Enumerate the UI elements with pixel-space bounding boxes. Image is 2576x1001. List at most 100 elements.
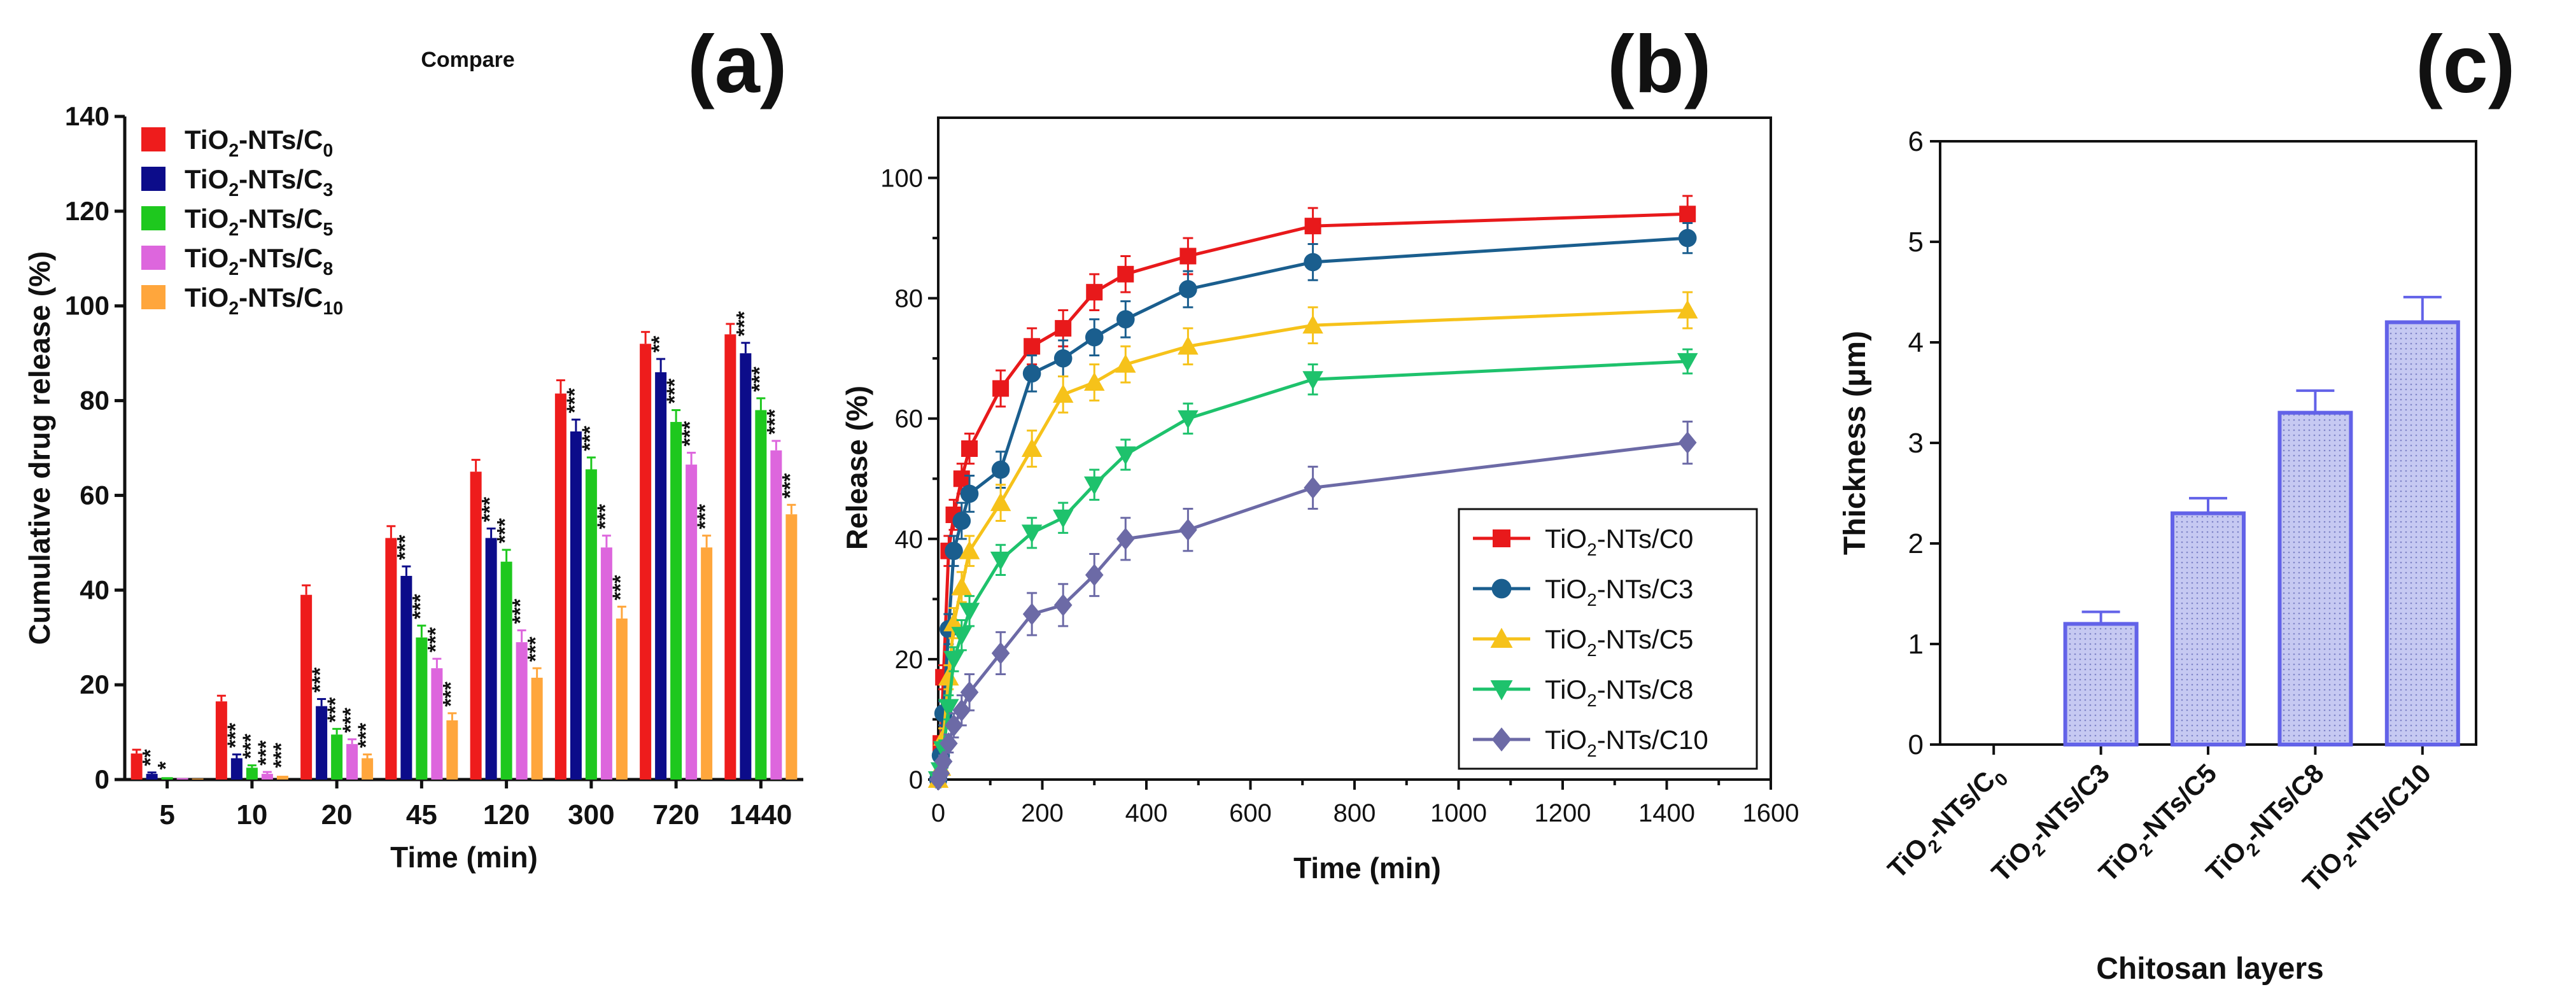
b-marker-square [1304,218,1321,235]
b-x-axis-label: Time (min) [1293,851,1441,885]
a-x-tick-label: 45 [406,799,437,830]
b-marker-triangle-up [1302,314,1323,334]
a-legend-entry-label-sub2: 3 [323,180,333,200]
a-y-tick-label: 20 [80,669,109,699]
a-legend-swatch [141,285,165,309]
b-marker-triangle-down [990,551,1011,571]
b-legend-label: TiO2-NTs/C10 [1545,725,1708,760]
c-bar [2171,511,2246,746]
a-bar [261,774,273,780]
b-marker-circle [1179,280,1197,298]
c-x-tick-label-main: TiO [1986,835,2038,887]
c-y-tick-label: 5 [1908,227,1924,258]
a-significance-mark: *** [693,503,717,529]
a-legend-entry-label-main: TiO [185,283,229,312]
a-legend-swatch [141,167,165,191]
a-significance-mark: *** [609,575,633,600]
a-significance-mark: *** [524,636,548,662]
b-legend-label-sub: 2 [1587,590,1597,610]
a-y-tick-label: 40 [80,575,109,605]
a-bar [470,472,482,780]
a-bar [446,720,458,780]
c-y-tick-label: 2 [1908,528,1924,559]
a-significance-mark: *** [747,366,771,391]
b-marker-triangle-down [959,603,980,622]
a-bar [686,465,698,780]
c-x-tick-label-mid: -NTs/C3 [2024,758,2115,849]
b-marker-triangle-up [1490,627,1513,648]
a-bar [655,372,667,780]
b-series-3 [927,348,1698,790]
b-legend-label-main: TiO [1545,524,1587,554]
a-legend-entry-label-main: TiO [185,204,229,234]
a-bar [416,637,428,780]
b-marker-circle [991,460,1010,479]
a-y-tick-label: 120 [65,196,109,226]
c-y-tick-label: 0 [1908,729,1924,760]
b-legend-label-mid: -NTs/C10 [1597,725,1708,755]
a-legend-entry-label-sub: 2 [229,220,239,240]
b-x-tick-label: 1400 [1638,799,1695,827]
a-y-tick-label: 140 [65,101,109,131]
b-marker-diamond [945,714,963,737]
b-marker-triangle-down [938,699,959,718]
b-marker-triangle-down [951,627,973,646]
b-legend-label: TiO2-NTs/C3 [1545,574,1693,610]
c-x-tick-label-mid: -NTs/C [1920,765,2001,846]
a-significance-mark: *** [732,311,756,336]
b-marker-square [1117,265,1134,283]
a-bar [616,618,628,780]
a-bar [161,777,173,780]
b-marker-diamond [1085,563,1104,587]
b-marker-triangle-up [938,667,959,686]
b-marker-square [1055,319,1072,337]
a-significance-mark: *** [493,518,517,543]
b-x-tick-label: 0 [931,799,945,827]
b-series-4 [929,420,1697,791]
a-legend-entry-label: TiO2-NTs/C8 [185,243,333,279]
b-marker-square [1493,529,1510,547]
b-marker-triangle-down [1677,353,1698,372]
b-marker-triangle-up [1052,384,1074,403]
a-bar [740,353,752,780]
a-x-tick-label: 720 [652,799,699,830]
b-marker-diamond [1116,528,1135,550]
c-y-axis-label: Thickness (μm) [1838,331,1872,555]
a-bar [316,706,328,780]
b-x-tick-label: 800 [1334,799,1376,827]
c-x-tick-label-mid: -NTs/C5 [2131,758,2222,849]
b-marker-square [953,470,970,487]
a-significance-mark: *** [254,740,278,766]
a-legend-entry-label-mid: -NTs/C [239,283,323,312]
a-bar [701,547,713,780]
b-marker-triangle-down [1490,680,1513,701]
b-marker-diamond [1022,603,1041,626]
b-y-axis-label: Release (%) [840,386,873,550]
a-significance-mark: *** [308,667,332,692]
b-marker-triangle-up [990,492,1011,512]
a-significance-mark: *** [354,722,378,748]
a-x-axis-label: Time (min) [390,841,538,874]
c-y-tick-label: 3 [1908,428,1924,459]
c-panel-label: (c) [2416,19,2515,110]
b-y-tick-label: 0 [909,766,923,794]
a-y-tick-label: 0 [95,764,109,794]
a-x-tick-label: 10 [236,799,267,830]
b-legend-label: TiO2-NTs/C5 [1545,624,1693,660]
b-marker-square [992,380,1010,397]
b-y-tick-label: 20 [895,646,924,674]
a-bar [770,450,782,780]
b-marker-square [961,440,978,457]
a-significance-mark: *** [478,496,502,522]
a-bar [215,701,227,780]
c-bar [2277,410,2353,746]
b-marker-triangle-up [1178,336,1199,355]
a-bar [724,334,736,780]
b-marker-triangle-up [1677,300,1698,319]
b-marker-triangle-down [943,650,964,670]
a-significance-mark: *** [439,681,463,706]
b-legend-label-main: TiO [1545,725,1587,755]
b-x-tick-label: 1600 [1743,799,1799,827]
a-significance-mark: *** [393,535,417,560]
a-significance-mark: * [154,761,178,770]
